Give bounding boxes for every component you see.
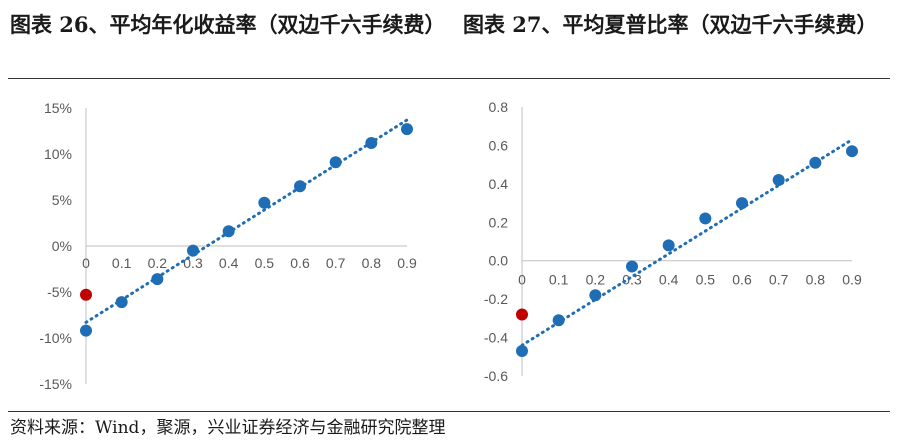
data-point (699, 212, 712, 225)
data-point (662, 239, 675, 252)
x-tick-label: 0.5 (696, 272, 716, 288)
x-tick-label: 0.3 (622, 272, 642, 288)
x-tick-label: 0.3 (183, 255, 203, 271)
data-point (258, 196, 271, 209)
x-tick-label: 0 (518, 272, 526, 288)
y-tick-label: 0.8 (489, 99, 509, 115)
data-point (151, 273, 164, 286)
chart-title-right: 图表 27、平均夏普比率（双边千六手续费） (463, 12, 878, 37)
data-point (809, 156, 822, 169)
bottom-divider (8, 411, 890, 412)
data-point (626, 260, 638, 273)
data-point (187, 244, 199, 257)
y-tick-label: 0.4 (489, 176, 509, 192)
highlight-point (80, 288, 92, 301)
x-tick-label: 0.1 (112, 255, 132, 271)
y-tick-label: 10% (44, 146, 72, 162)
data-point (736, 197, 748, 210)
x-tick-label: 0.1 (549, 272, 569, 288)
returns-scatter-chart: 15% 10% 5% 0% -5% -10% -15% 0 0.1 0.2 0.3 0.4 0.5 0.6… (39, 100, 417, 392)
trend-line (520, 138, 854, 347)
y-tick-label: 0.2 (489, 214, 509, 230)
x-tick-label: 0.5 (255, 255, 275, 271)
x-tick-label: 0.8 (806, 272, 826, 288)
x-tick-label: 0.9 (397, 255, 417, 271)
x-tick-label: 0.4 (219, 255, 239, 271)
highlight-point (516, 308, 528, 321)
data-point (401, 123, 413, 136)
sharpe-scatter-chart: 0.8 0.6 0.4 0.2 0.0 -0.2 -0.4 -0.6 0 0.1 0.2 0.3 0.4… (484, 99, 862, 384)
y-tick-label: -0.6 (484, 368, 508, 384)
source-note: 资料来源：Wind，聚源，兴业证券经济与金融研究院整理 (10, 418, 446, 438)
data-point (365, 136, 378, 149)
data-point (294, 180, 306, 193)
x-tick-label: 0.2 (148, 255, 168, 271)
y-tick-label: 15% (44, 100, 72, 116)
y-tick-label: -0.4 (484, 330, 508, 346)
data-point (552, 314, 565, 327)
x-tick-label: 0.6 (290, 255, 310, 271)
top-divider (8, 78, 890, 79)
data-point (222, 225, 235, 238)
y-tick-label: 0.0 (489, 253, 509, 269)
x-tick-label: 0.2 (586, 272, 606, 288)
x-tick-label: 0.6 (732, 272, 752, 288)
chart-title-left: 图表 26、平均年化收益率（双边千六手续费） (10, 12, 446, 37)
y-tick-label: -0.2 (484, 291, 508, 307)
data-point (329, 156, 342, 169)
data-point (589, 289, 602, 302)
x-tick-label: 0.8 (362, 255, 382, 271)
trend-line (84, 118, 409, 324)
y-tick-label: 5% (52, 192, 72, 208)
y-tick-label: 0.6 (489, 137, 509, 153)
x-tick-label: 0 (82, 255, 90, 271)
data-point (772, 174, 785, 187)
data-point (115, 296, 128, 309)
data-point (516, 345, 528, 358)
y-tick-label: -15% (39, 376, 72, 392)
data-point (80, 324, 92, 337)
x-tick-label: 0.4 (659, 272, 679, 288)
y-tick-label: 0% (52, 238, 72, 254)
x-tick-label: 0.7 (769, 272, 789, 288)
data-point (846, 145, 858, 158)
y-tick-label: -10% (39, 330, 72, 346)
y-tick-label: -5% (47, 284, 72, 300)
x-tick-label: 0.9 (842, 272, 862, 288)
x-tick-label: 0.7 (326, 255, 346, 271)
